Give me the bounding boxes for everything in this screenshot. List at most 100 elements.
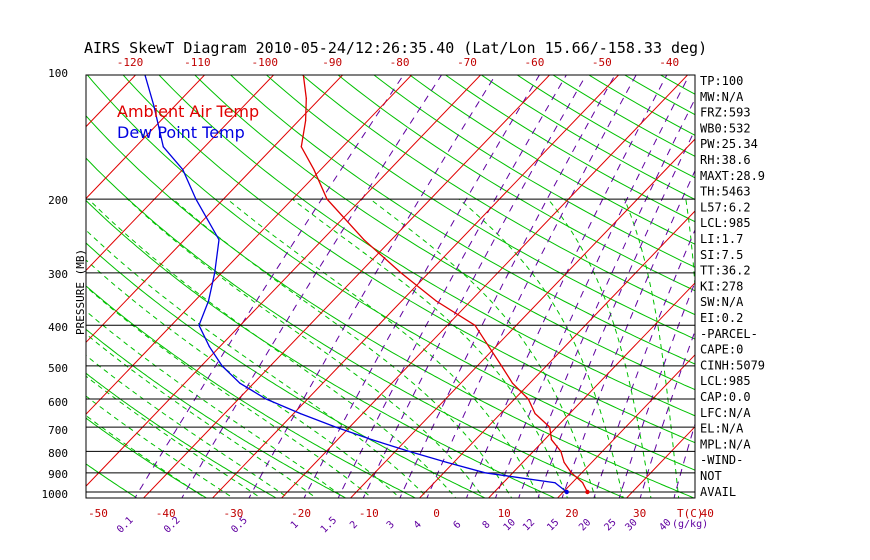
mixing-ratio-tick-label: 4 xyxy=(412,519,424,531)
mixing-ratio-tick-label: 20 xyxy=(577,517,593,533)
isotherm xyxy=(86,75,275,272)
stability-index: FRZ:593 xyxy=(700,106,751,120)
dewpoint-profile-point xyxy=(214,272,216,274)
stability-index: NOT xyxy=(700,469,722,483)
moist-adiabat xyxy=(86,354,290,498)
bottom-temp-tick-label: -10 xyxy=(359,507,379,520)
mixing-ratio-line xyxy=(337,75,567,498)
stability-index: TT:36.2 xyxy=(700,264,751,278)
top-temp-tick-label: -40 xyxy=(659,56,679,69)
temperature-profile-point xyxy=(500,365,503,367)
dewpoint-profile-point xyxy=(371,439,373,441)
moist-adiabat xyxy=(458,198,624,498)
dewpoint-profile-point xyxy=(144,72,145,73)
temperature-profile-point xyxy=(363,239,365,241)
stability-index: TH:5463 xyxy=(700,185,751,199)
mixing-ratio-line xyxy=(673,422,695,498)
stability-index: LFC:N/A xyxy=(700,406,751,420)
dry-adiabat xyxy=(373,75,695,268)
mixing-ratio-tick-label: 0.1 xyxy=(115,515,136,536)
mixing-ratio-tick-label: 3 xyxy=(385,519,397,531)
mixing-ratio-line xyxy=(399,75,616,498)
pressure-tick-label: 300 xyxy=(48,268,68,281)
isotherm xyxy=(142,75,551,498)
dry-adiabat xyxy=(301,75,695,316)
mixing-ratio-lines xyxy=(134,75,695,498)
isotherm xyxy=(487,282,695,498)
pressure-tick-labels: 100 200 300 400 500 600 700 800 900 1000 xyxy=(42,67,69,501)
dewpoint-profile-point xyxy=(208,346,211,348)
moist-adiabat xyxy=(86,333,318,498)
temperature-profile xyxy=(300,75,588,493)
dry-adiabat xyxy=(86,463,138,498)
dewpoint-profile-point xyxy=(335,426,337,428)
stability-index: AVAIL xyxy=(700,485,736,499)
top-temp-tick-label: -100 xyxy=(252,56,279,69)
mixing-ratio-tick-label: 25 xyxy=(602,517,618,533)
temperature-profile-point xyxy=(435,300,437,302)
stability-index: MW:N/A xyxy=(700,90,744,104)
dry-adiabat xyxy=(122,75,695,444)
stability-index: KI:278 xyxy=(700,279,743,293)
mixing-ratio-line xyxy=(639,329,695,498)
temperature-profile-point xyxy=(527,398,529,400)
dry-adiabat xyxy=(86,417,208,498)
bottom-temp-tick-label: -30 xyxy=(223,507,243,520)
mixing-ratio-line xyxy=(426,75,637,498)
moist-adiabat xyxy=(86,310,345,498)
pressure-tick-label: 900 xyxy=(48,468,68,481)
mixing-ratio-line xyxy=(618,281,695,498)
dry-adiabat xyxy=(265,75,695,340)
dry-adiabat xyxy=(408,75,695,245)
dry-adiabat xyxy=(0,54,1,501)
pressure-tick-label: 100 xyxy=(48,67,68,80)
top-temp-tick-label: -90 xyxy=(322,56,342,69)
stability-index: LI:1.7 xyxy=(700,232,743,246)
bottom-temp-tick-label: 30 xyxy=(633,507,646,520)
mixing-ratio-line xyxy=(593,228,695,498)
dewpoint-profile-point xyxy=(554,482,556,484)
isotherm xyxy=(0,54,18,501)
temperature-profile-point xyxy=(474,324,476,326)
stability-index: WB0:532 xyxy=(700,121,751,135)
top-temp-tick-label: -50 xyxy=(592,56,612,69)
stability-index: CAPE:0 xyxy=(700,343,743,357)
dewpoint-profile-point xyxy=(182,168,184,171)
moist-adiabat xyxy=(86,395,234,498)
dry-adiabat xyxy=(86,285,417,498)
stability-index: EI:0.2 xyxy=(700,311,743,325)
mixing-ratio-tick-label: 12 xyxy=(521,517,537,533)
isotherms xyxy=(0,54,695,501)
dewpoint-profile-point xyxy=(218,239,220,241)
stability-index: LCL:985 xyxy=(700,216,751,230)
isotherm xyxy=(86,75,344,344)
moist-adiabats xyxy=(86,198,695,498)
isotherm xyxy=(556,354,695,498)
moist-adiabat xyxy=(86,375,262,498)
plot-frame xyxy=(85,74,696,499)
legend: Ambient Air Temp Dew Point Temp xyxy=(117,102,259,142)
top-temp-tick-label: -70 xyxy=(457,56,477,69)
y-axis-label: PRESSURE (MB) xyxy=(74,249,87,335)
moist-adiabat xyxy=(547,198,652,498)
stability-index: RH:38.6 xyxy=(700,153,751,167)
dewpoint-profile-surface-point xyxy=(564,489,569,495)
dewpoint-profile-point xyxy=(153,105,155,107)
temperature-profile-point xyxy=(313,168,315,171)
top-temp-tick-label: -60 xyxy=(524,56,544,69)
dry-adiabat xyxy=(194,75,695,391)
moist-adiabat xyxy=(86,229,429,498)
dewpoint-profile-point xyxy=(299,413,302,415)
temperature-profile-surface-point xyxy=(585,489,590,495)
temperature-profile-point xyxy=(511,382,514,384)
moist-adiabat xyxy=(86,414,207,498)
mixing-ratio-line xyxy=(303,75,540,498)
bottom-axis-unit: T(C) xyxy=(677,507,704,520)
isotherm xyxy=(280,75,689,498)
dewpoint-profile-point xyxy=(162,146,164,148)
pressure-tick-label: 600 xyxy=(48,396,68,409)
isotherm xyxy=(86,75,413,415)
dry-adiabat xyxy=(86,242,487,498)
dry-adiabat xyxy=(337,75,695,292)
